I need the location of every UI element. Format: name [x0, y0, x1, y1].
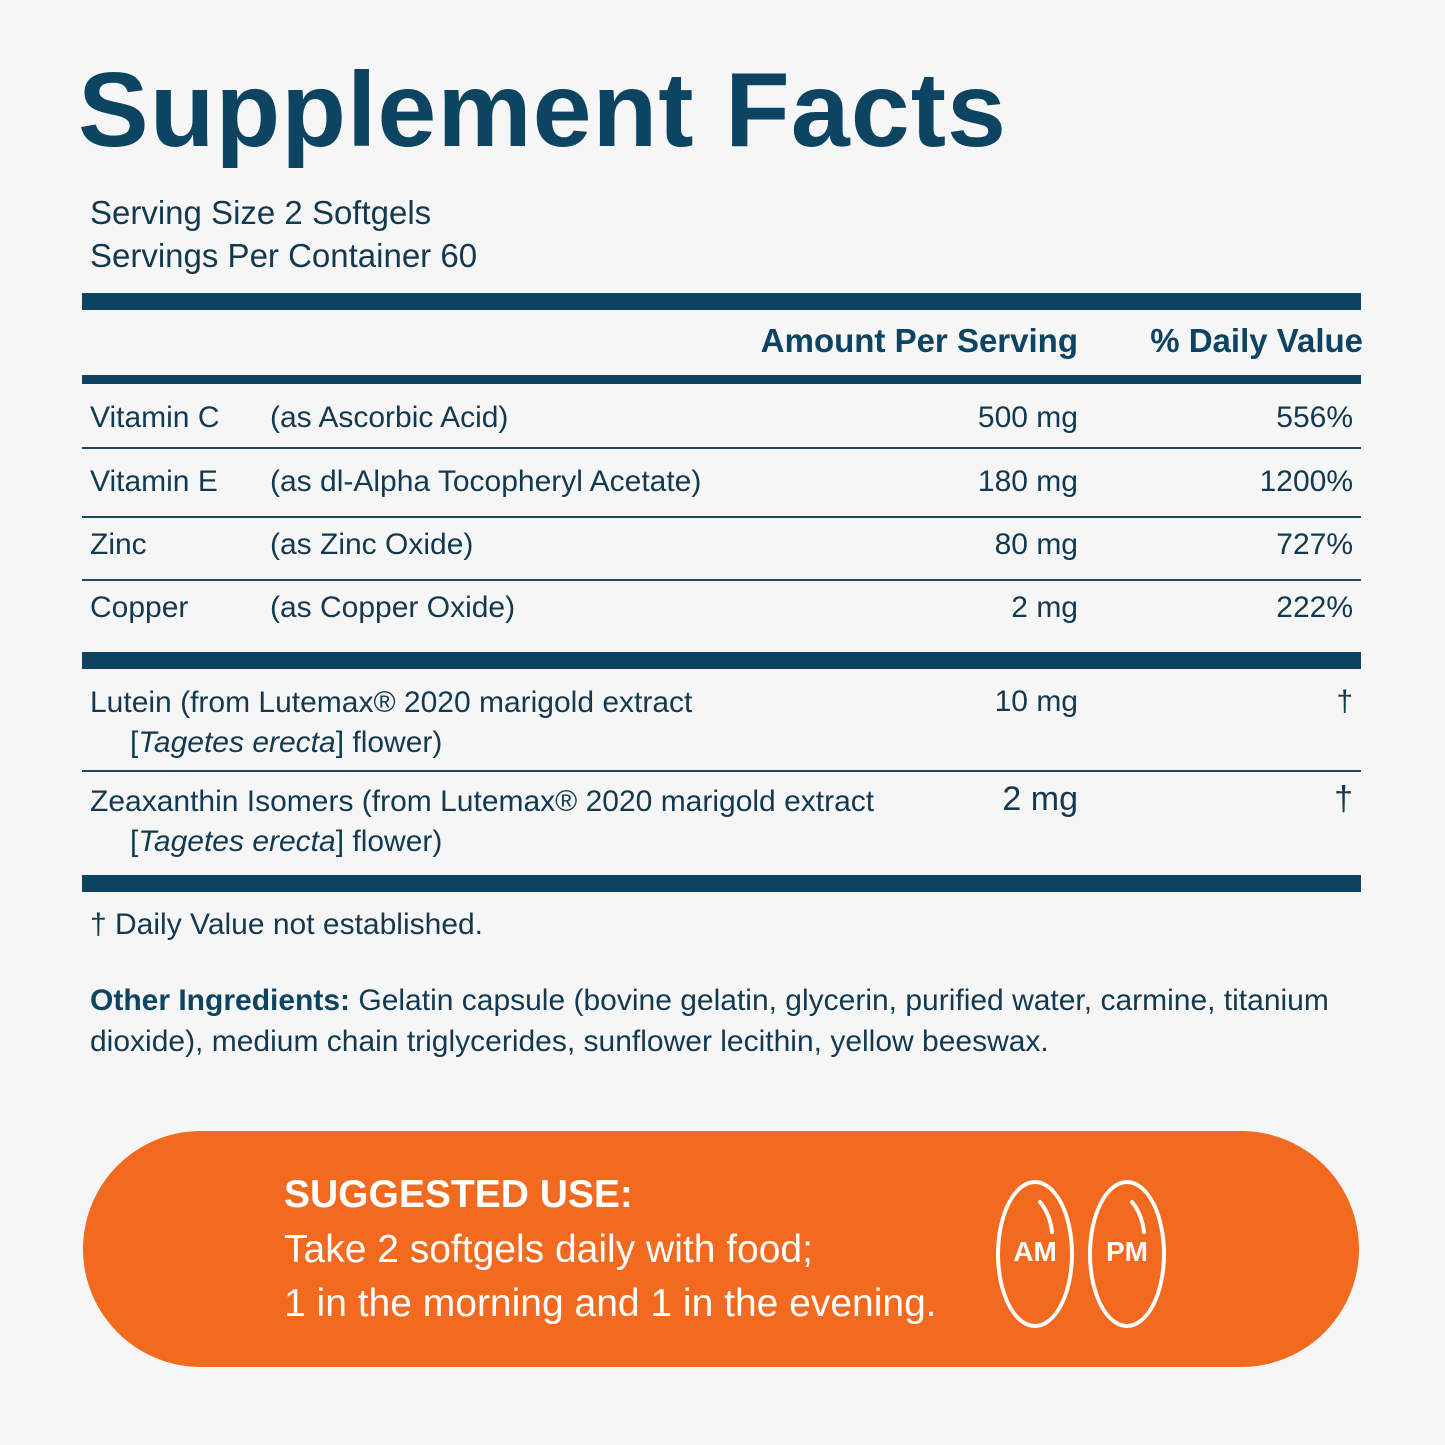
suggested-use-line1: Take 2 softgels daily with food; — [284, 1228, 813, 1271]
divider-thick — [82, 875, 1361, 892]
extract-name: Zeaxanthin Isomers (from Lutemax® 2020 m… — [90, 785, 875, 818]
nutrient-dv: 727% — [1276, 528, 1353, 561]
nutrient-dv: 1200% — [1259, 465, 1353, 498]
nutrient-name: Zinc — [90, 528, 147, 561]
nutrient-amount: 500 mg — [977, 401, 1078, 434]
footnote: † Daily Value not established. — [90, 908, 484, 941]
extract-dv: † — [1334, 780, 1353, 818]
extract-amount: 10 mg — [994, 685, 1078, 718]
other-ingredients-text: Gelatin capsule (bovine gelatin, glyceri… — [90, 984, 1329, 1058]
divider-thick — [82, 293, 1361, 310]
extract-source: [Tagetes erecta] flower) — [130, 726, 443, 759]
nutrient-name: Copper — [90, 591, 189, 624]
suggested-use-line2: 1 in the morning and 1 in the evening. — [284, 1282, 937, 1325]
divider-medium — [82, 375, 1361, 384]
header-amount: Amount Per Serving — [760, 322, 1078, 359]
nutrient-dv: 222% — [1276, 591, 1353, 624]
page-title: Supplement Facts — [78, 51, 1007, 169]
suggested-use-heading: SUGGESTED USE: — [284, 1173, 633, 1216]
servings-per-container: Servings Per Container 60 — [90, 237, 478, 274]
am-softgel-icon: AM — [996, 1180, 1074, 1328]
nutrient-amount: 80 mg — [994, 528, 1078, 561]
am-label: AM — [1013, 1236, 1057, 1267]
extract-amount: 2 mg — [1002, 780, 1078, 818]
nutrient-name: Vitamin C — [90, 401, 220, 434]
row-divider — [82, 516, 1361, 518]
serving-size: Serving Size 2 Softgels — [90, 194, 432, 231]
row-divider — [82, 447, 1361, 449]
header-daily-value: % Daily Value — [1150, 322, 1363, 359]
extract-name: Lutein (from Lutemax® 2020 marigold extr… — [90, 686, 693, 719]
nutrient-amount: 180 mg — [977, 465, 1078, 498]
nutrient-amount: 2 mg — [1011, 591, 1078, 624]
extract-row-lutein: Lutein (from Lutemax® 2020 marigold extr… — [90, 683, 692, 763]
pm-softgel-icon: PM — [1088, 1180, 1166, 1328]
nutrient-form: (as dl-Alpha Tocopheryl Acetate) — [270, 465, 702, 498]
row-divider — [82, 770, 1361, 772]
nutrient-form: (as Ascorbic Acid) — [270, 401, 509, 434]
nutrient-name: Vitamin E — [90, 465, 218, 498]
nutrient-form: (as Zinc Oxide) — [270, 528, 474, 561]
nutrient-form: (as Copper Oxide) — [270, 591, 516, 624]
other-ingredients-label: Other Ingredients: — [90, 984, 351, 1017]
extract-source: [Tagetes erecta] flower) — [130, 825, 443, 858]
other-ingredients: Other Ingredients: Gelatin capsule (bovi… — [90, 980, 1330, 1062]
divider-thick — [82, 652, 1361, 669]
pm-label: PM — [1106, 1236, 1148, 1267]
nutrient-dv: 556% — [1276, 401, 1353, 434]
extract-dv: † — [1336, 685, 1353, 718]
extract-row-zeaxanthin: Zeaxanthin Isomers (from Lutemax® 2020 m… — [90, 782, 874, 862]
row-divider — [82, 579, 1361, 581]
